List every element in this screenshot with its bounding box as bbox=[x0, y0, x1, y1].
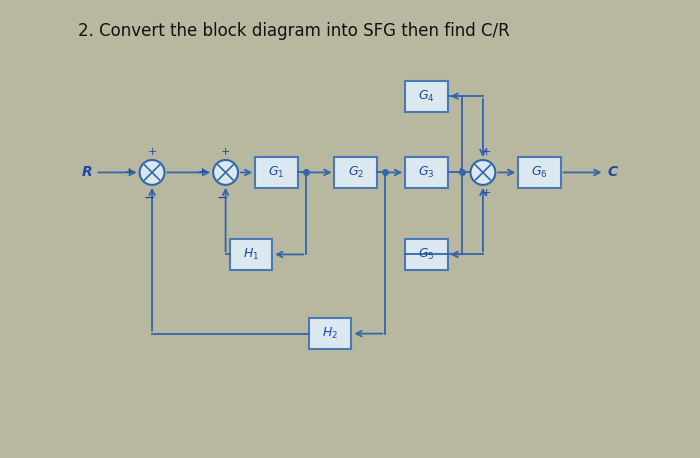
Text: $G_5$: $G_5$ bbox=[418, 247, 435, 262]
FancyBboxPatch shape bbox=[230, 239, 272, 270]
FancyBboxPatch shape bbox=[256, 157, 298, 188]
Text: $G_3$: $G_3$ bbox=[418, 165, 435, 180]
FancyBboxPatch shape bbox=[405, 157, 447, 188]
Text: −: − bbox=[144, 191, 155, 205]
FancyBboxPatch shape bbox=[335, 157, 377, 188]
Circle shape bbox=[470, 160, 496, 185]
Text: R: R bbox=[82, 165, 92, 180]
Circle shape bbox=[139, 160, 164, 185]
FancyBboxPatch shape bbox=[405, 81, 447, 112]
Text: +: + bbox=[456, 168, 465, 177]
Circle shape bbox=[213, 160, 238, 185]
Text: +: + bbox=[221, 147, 230, 157]
FancyBboxPatch shape bbox=[518, 157, 561, 188]
Text: +: + bbox=[125, 168, 134, 177]
Text: +: + bbox=[482, 188, 491, 198]
Text: +: + bbox=[148, 147, 157, 157]
Text: C: C bbox=[608, 165, 617, 180]
Text: +: + bbox=[198, 168, 207, 177]
Text: $H_1$: $H_1$ bbox=[243, 247, 259, 262]
Text: $G_1$: $G_1$ bbox=[268, 165, 285, 180]
Text: $G_2$: $G_2$ bbox=[347, 165, 364, 180]
Text: $H_2$: $H_2$ bbox=[322, 326, 338, 341]
FancyBboxPatch shape bbox=[309, 318, 351, 349]
Text: $G_4$: $G_4$ bbox=[418, 88, 435, 104]
Text: 2. Convert the block diagram into SFG then find C/R: 2. Convert the block diagram into SFG th… bbox=[78, 22, 510, 40]
Text: +: + bbox=[482, 147, 491, 157]
FancyBboxPatch shape bbox=[405, 239, 447, 270]
Text: $G_6$: $G_6$ bbox=[531, 165, 548, 180]
Text: −: − bbox=[217, 191, 229, 205]
